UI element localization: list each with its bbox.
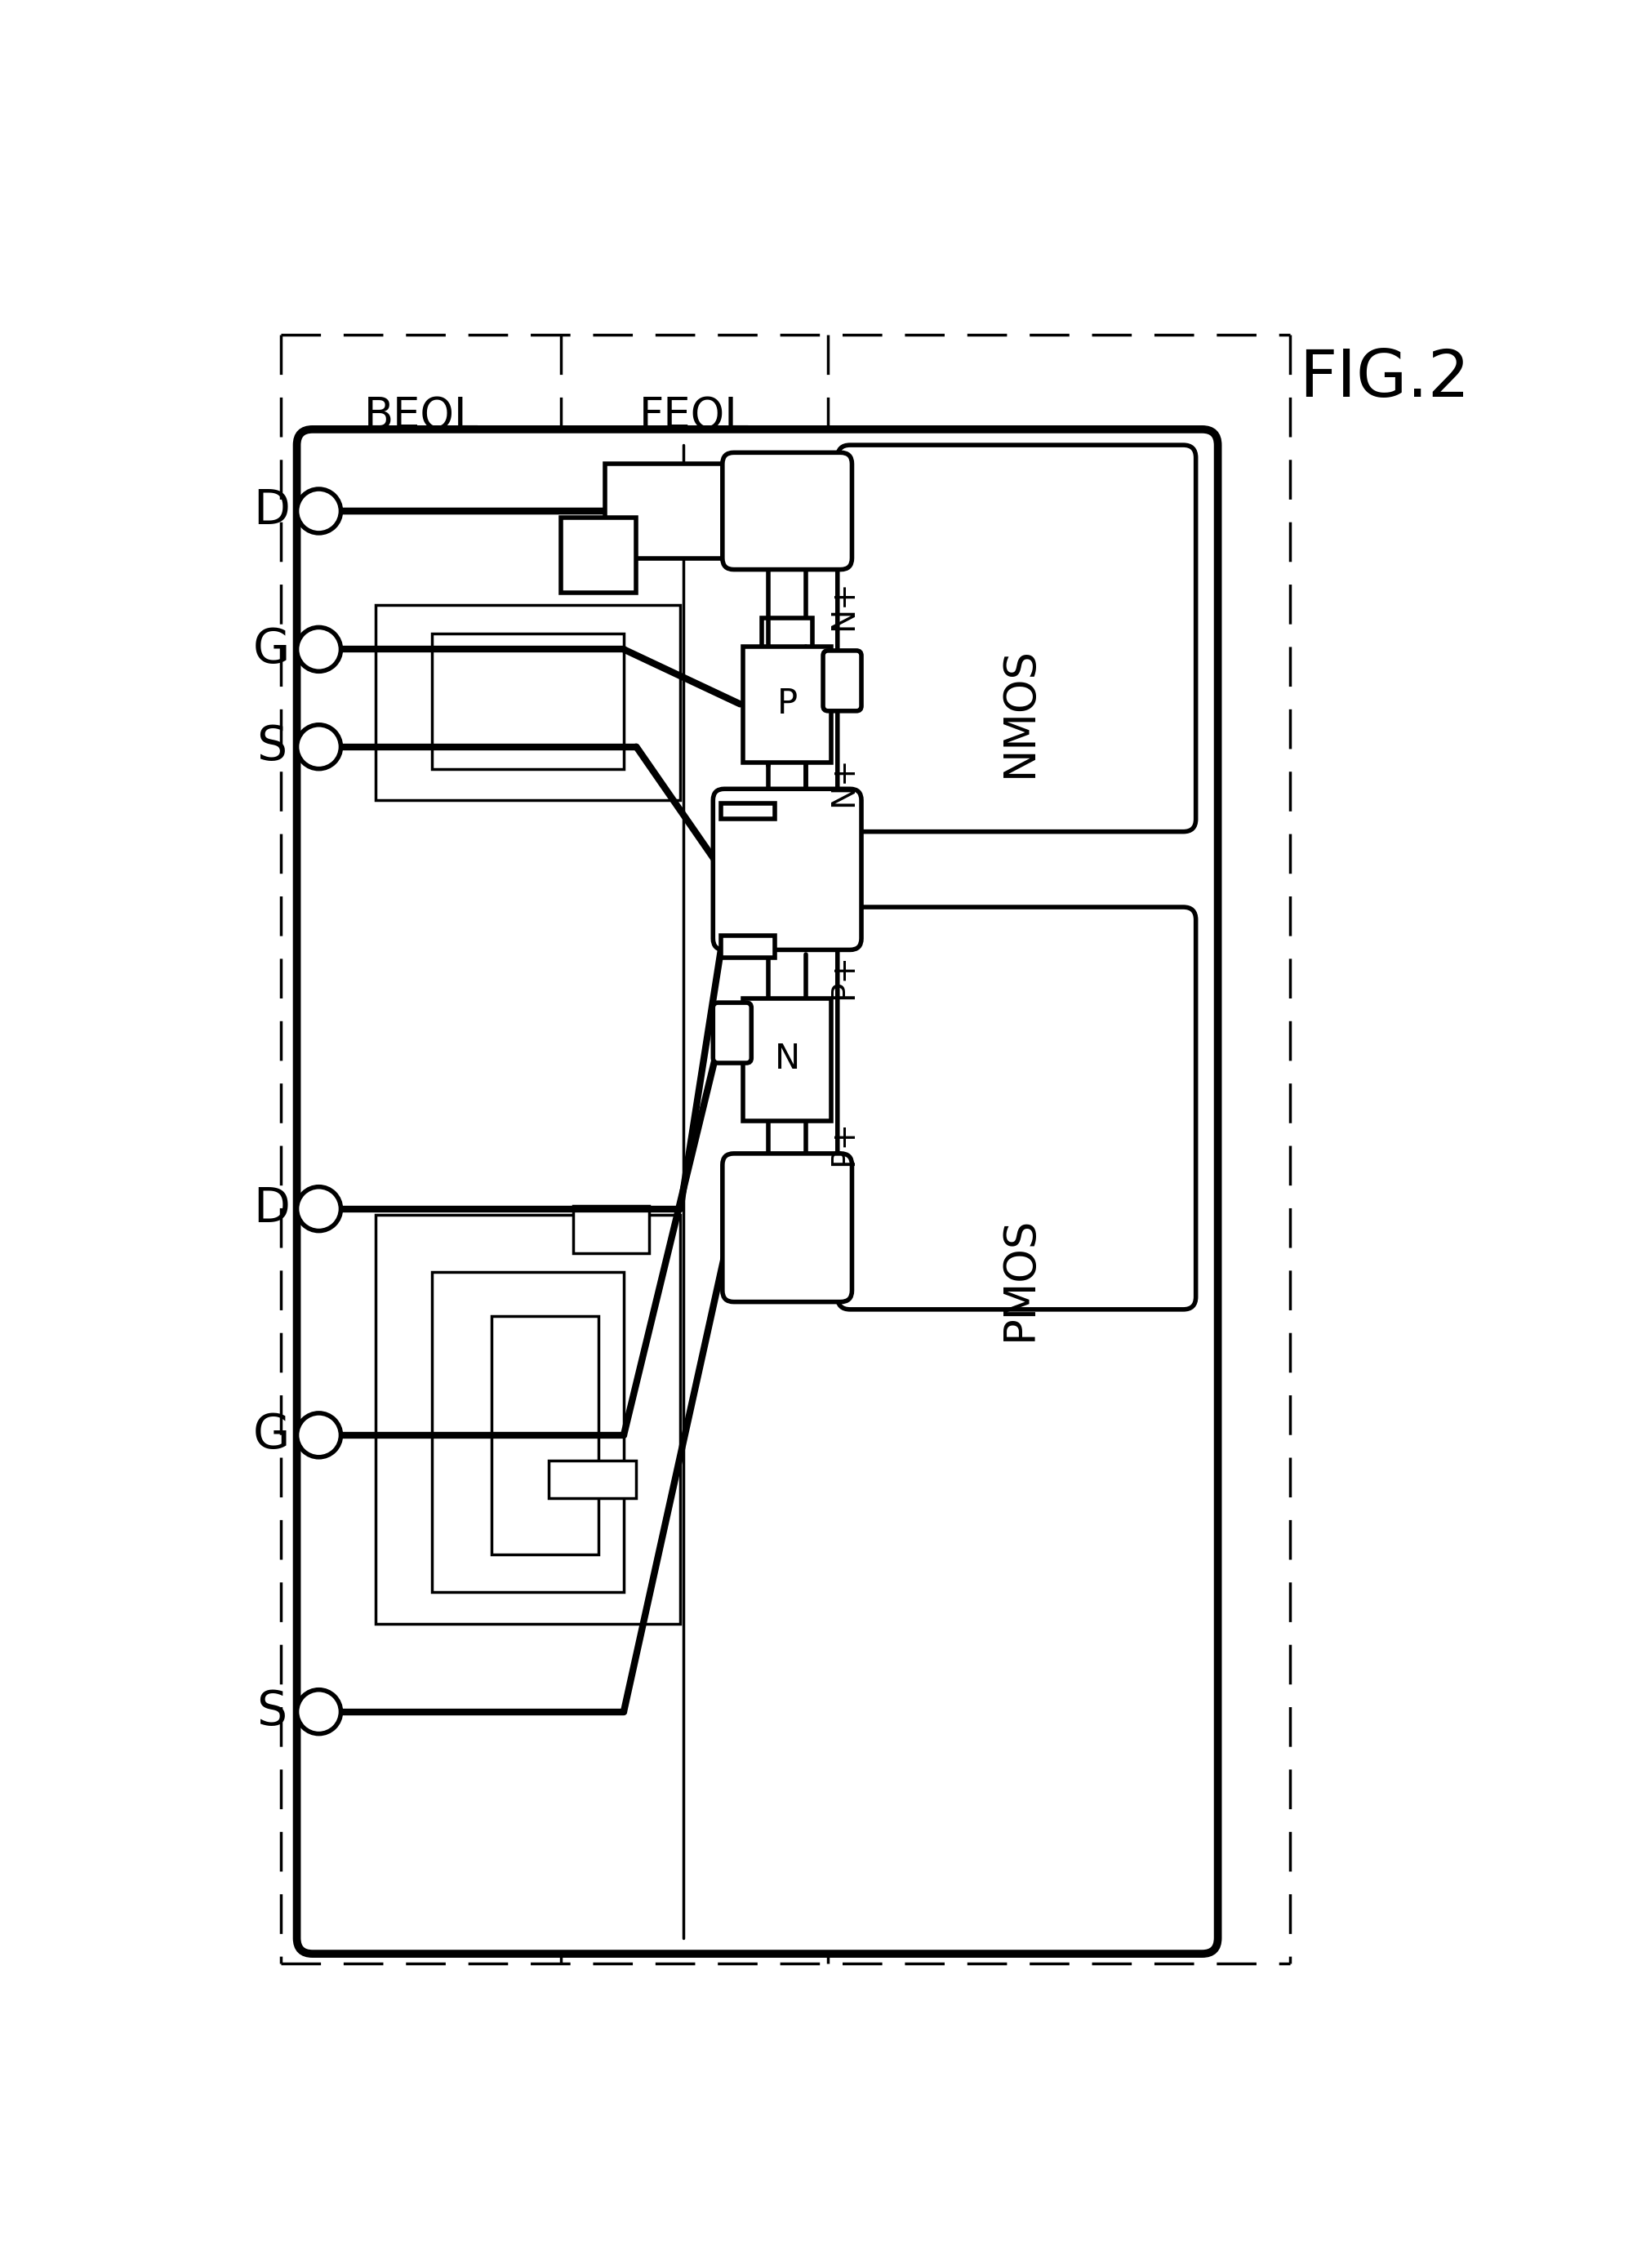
Bar bbox=[573, 1207, 648, 1252]
FancyBboxPatch shape bbox=[722, 454, 851, 569]
Text: N+: N+ bbox=[828, 581, 859, 631]
FancyBboxPatch shape bbox=[712, 1002, 751, 1064]
Text: S: S bbox=[257, 1687, 286, 1735]
Circle shape bbox=[296, 1413, 340, 1456]
Bar bbox=[604, 465, 737, 558]
Text: BEOL: BEOL bbox=[363, 395, 478, 438]
Bar bbox=[491, 1315, 598, 1554]
Text: D: D bbox=[254, 488, 290, 535]
Text: P+: P+ bbox=[828, 953, 859, 1000]
Bar bbox=[432, 1272, 624, 1592]
Bar bbox=[761, 617, 812, 649]
Text: P+: P+ bbox=[828, 1120, 859, 1166]
Bar bbox=[720, 803, 774, 819]
Bar bbox=[375, 1216, 679, 1624]
Circle shape bbox=[296, 628, 340, 671]
Text: PMOS: PMOS bbox=[999, 1216, 1041, 1340]
Text: FEOL: FEOL bbox=[638, 395, 750, 438]
Bar bbox=[743, 998, 832, 1120]
Bar bbox=[432, 633, 624, 769]
Text: N: N bbox=[774, 1041, 799, 1077]
Text: NMOS: NMOS bbox=[999, 646, 1041, 778]
Circle shape bbox=[296, 1186, 340, 1232]
Circle shape bbox=[296, 490, 340, 533]
Bar bbox=[375, 606, 679, 801]
Bar bbox=[560, 517, 637, 592]
FancyBboxPatch shape bbox=[823, 651, 861, 710]
Circle shape bbox=[296, 1690, 340, 1733]
Text: D: D bbox=[254, 1186, 290, 1232]
FancyBboxPatch shape bbox=[837, 907, 1195, 1309]
FancyBboxPatch shape bbox=[722, 1154, 851, 1302]
FancyBboxPatch shape bbox=[837, 445, 1195, 832]
Circle shape bbox=[296, 726, 340, 769]
Text: N+: N+ bbox=[828, 755, 859, 807]
FancyBboxPatch shape bbox=[712, 789, 861, 950]
Bar bbox=[743, 646, 832, 762]
Text: FIG.2: FIG.2 bbox=[1298, 347, 1468, 411]
Text: P: P bbox=[776, 687, 797, 721]
Text: G: G bbox=[254, 626, 290, 674]
Bar bbox=[548, 1461, 637, 1497]
Text: S: S bbox=[257, 723, 286, 771]
Text: G: G bbox=[254, 1413, 290, 1458]
Bar bbox=[720, 934, 774, 957]
FancyBboxPatch shape bbox=[296, 429, 1218, 1953]
